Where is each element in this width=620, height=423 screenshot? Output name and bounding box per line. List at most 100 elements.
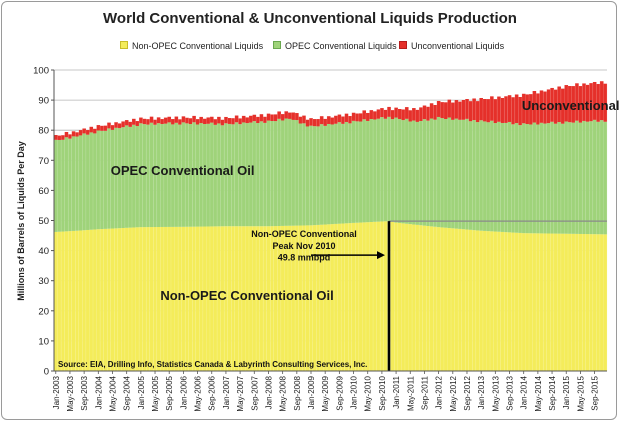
bar-segment bbox=[475, 101, 480, 123]
bar-segment bbox=[302, 123, 306, 226]
bar-segment bbox=[518, 96, 522, 126]
bar-segment bbox=[341, 116, 345, 124]
x-tick-label: Jan-2008 bbox=[264, 375, 273, 409]
bar-segment bbox=[443, 119, 448, 228]
bar-segment bbox=[107, 122, 111, 129]
x-tick-label: Sep-2005 bbox=[165, 375, 174, 410]
bar-segment bbox=[185, 123, 189, 227]
bar-segment bbox=[270, 226, 274, 371]
bar-segment bbox=[429, 103, 434, 119]
bar-segment bbox=[504, 122, 508, 233]
bar-segment bbox=[529, 94, 533, 125]
bar-segment bbox=[465, 229, 469, 371]
x-tick-label: May-2007 bbox=[236, 375, 245, 411]
bar-segment bbox=[224, 226, 228, 371]
bar-segment bbox=[114, 127, 118, 229]
bar-segment bbox=[71, 136, 76, 231]
bar-segment bbox=[358, 121, 363, 223]
legend-label-non-opec: Non-OPEC Conventional Liquids bbox=[132, 41, 264, 51]
bar-segment bbox=[181, 122, 186, 227]
bar-segment bbox=[358, 113, 363, 122]
bar-segment bbox=[309, 125, 313, 226]
bar-segment bbox=[287, 112, 292, 119]
bar-segment bbox=[529, 124, 533, 234]
bar-segment bbox=[514, 232, 519, 371]
bar-segment bbox=[326, 123, 331, 225]
bar-segment bbox=[497, 121, 501, 232]
bar-segment bbox=[440, 118, 444, 228]
x-axis: Jan-2003 May-2003 Sep-2003 Jan-2004 May-2004… bbox=[52, 370, 607, 412]
bar-segment bbox=[231, 118, 235, 125]
bar-segment bbox=[75, 230, 79, 371]
x-tick-label: Sep-2008 bbox=[293, 375, 302, 410]
chart-title: World Conventional & Unconventional Liqu… bbox=[103, 10, 517, 27]
y-tick-label: 40 bbox=[38, 246, 49, 257]
x-tick-label: Jan-2012 bbox=[435, 375, 444, 409]
x-tick-label: Sep-2012 bbox=[463, 375, 472, 410]
bar-segment bbox=[468, 121, 473, 230]
bar-segment bbox=[234, 122, 239, 227]
bar-segment bbox=[560, 88, 565, 124]
bar-segment bbox=[365, 120, 370, 223]
bar-segment bbox=[575, 233, 579, 371]
bar-segment bbox=[181, 226, 186, 371]
bar-segment bbox=[337, 122, 342, 224]
bar-segment bbox=[319, 124, 324, 225]
x-tick-label: May-2012 bbox=[449, 375, 458, 411]
bar-segment bbox=[220, 125, 225, 227]
bar-segment bbox=[564, 121, 569, 234]
y-tick-label: 20 bbox=[38, 306, 49, 317]
bar-segment bbox=[486, 122, 491, 232]
x-tick-label: Jan-2015 bbox=[562, 375, 571, 409]
bar-segment bbox=[54, 139, 58, 232]
bar-segment bbox=[504, 232, 508, 371]
bar-segment bbox=[78, 135, 83, 231]
bar-segment bbox=[174, 226, 179, 371]
bar-segment bbox=[500, 97, 505, 123]
bar-segment bbox=[85, 130, 90, 135]
bar-segment bbox=[153, 124, 157, 228]
bar-segment bbox=[344, 121, 349, 224]
x-tick-label: Jan-2010 bbox=[350, 375, 359, 409]
bar-segment bbox=[539, 122, 544, 234]
bar-segment bbox=[142, 227, 147, 371]
bar-segment bbox=[514, 123, 519, 233]
legend-swatch-opec bbox=[273, 41, 281, 49]
bar-segment bbox=[291, 119, 296, 226]
bar-segment bbox=[543, 233, 547, 371]
bar-segment bbox=[160, 226, 164, 371]
bar-segment bbox=[89, 132, 94, 230]
bar-segment bbox=[78, 130, 83, 136]
bar-segment bbox=[419, 120, 423, 226]
bar-segment bbox=[206, 117, 211, 124]
bar-segment bbox=[309, 118, 313, 126]
bar-segment bbox=[160, 124, 164, 227]
bar-segment bbox=[188, 226, 193, 371]
bar-segment bbox=[277, 118, 281, 226]
bar-segment bbox=[252, 114, 257, 122]
x-tick-label: May-2003 bbox=[66, 375, 75, 411]
bar-segment bbox=[316, 119, 320, 127]
bar-segment bbox=[305, 225, 310, 371]
x-tick-label: May-2011 bbox=[406, 375, 415, 411]
bar-segment bbox=[479, 230, 483, 371]
bar-segment bbox=[330, 224, 335, 371]
x-tick-label: May-2009 bbox=[321, 375, 330, 411]
bar-segment bbox=[57, 231, 62, 371]
bar-segment bbox=[85, 134, 90, 230]
bar-segment bbox=[273, 121, 278, 227]
bar-segment bbox=[326, 224, 331, 371]
bar-segment bbox=[185, 226, 189, 371]
bar-segment bbox=[589, 234, 593, 371]
bar-segment bbox=[110, 129, 115, 229]
bar-segment bbox=[482, 121, 487, 231]
bar-segment bbox=[355, 121, 359, 223]
bar-segment bbox=[291, 225, 296, 371]
bar-segment bbox=[348, 223, 352, 371]
bar-segment bbox=[603, 234, 608, 371]
bar-segment bbox=[71, 131, 76, 137]
bar-segment bbox=[61, 139, 65, 232]
bar-segment bbox=[539, 233, 544, 371]
bar-segment bbox=[351, 120, 356, 223]
